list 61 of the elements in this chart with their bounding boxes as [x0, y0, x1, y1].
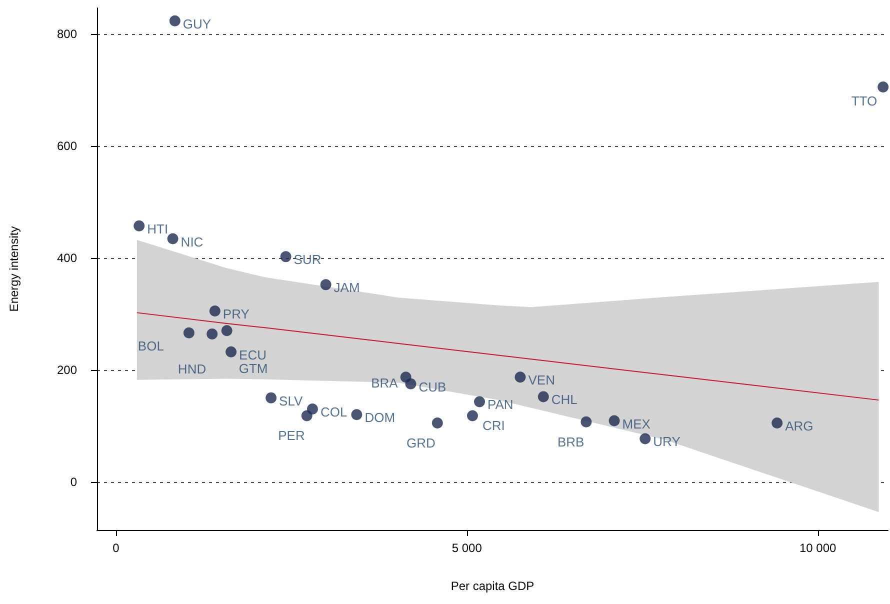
point: [183, 327, 194, 338]
y-tick-label: 800: [56, 26, 78, 41]
point: [514, 372, 526, 383]
annotation: VEN: [528, 372, 555, 388]
annotation: JAM: [334, 280, 360, 296]
annotation: HTI: [147, 221, 168, 236]
point: [405, 378, 416, 390]
annotation: TTO: [851, 93, 878, 108]
point: [169, 15, 180, 26]
x-tick-label: 5 000: [452, 541, 482, 555]
x-axis-title: Per capita GDP: [450, 579, 534, 593]
annotation: GTM: [238, 361, 268, 376]
annotation: PAN: [488, 397, 514, 412]
point: [608, 415, 620, 426]
point: [640, 433, 651, 444]
x-tick-label: 0: [112, 541, 120, 555]
point: [580, 416, 592, 428]
point: [351, 409, 362, 420]
annotation: MEX: [622, 416, 651, 432]
annotation: DOM: [364, 410, 396, 426]
annotation: COL: [320, 404, 348, 420]
annotation: ARG: [785, 418, 814, 434]
point: [266, 392, 277, 404]
point: [538, 391, 549, 402]
annotation: BRB: [557, 434, 584, 450]
point: [134, 220, 145, 232]
x-tick-label: 10 000: [799, 541, 836, 555]
annotation: ECU: [239, 347, 267, 362]
point: [209, 306, 220, 317]
y-tick-label: 200: [56, 362, 78, 377]
y-tick-label: 400: [56, 250, 78, 265]
point: [772, 418, 783, 429]
annotation: BOL: [138, 338, 164, 354]
annotation: URY: [653, 434, 681, 450]
point: [320, 279, 332, 290]
point: [280, 251, 292, 262]
annotation: CHL: [551, 392, 578, 408]
point: [306, 404, 318, 415]
point: [221, 325, 232, 336]
y-tick-label: 600: [56, 138, 78, 153]
annotation: GRD: [406, 436, 436, 451]
point: [301, 410, 312, 422]
annotation: PER: [278, 428, 305, 444]
point: [206, 328, 218, 340]
annotation: PRY: [222, 306, 250, 322]
annotation: SUR: [294, 252, 322, 268]
annotation: GUY: [182, 16, 212, 32]
y-tick-label: 0: [70, 474, 78, 489]
annotation: CUB: [418, 379, 446, 394]
annotation: CRI: [482, 418, 505, 434]
y-axis-title: Energy intensity: [7, 226, 21, 312]
annotation: SLV: [279, 393, 303, 408]
annotation: BRA: [371, 376, 398, 391]
point: [474, 396, 486, 408]
point: [226, 346, 237, 358]
annotation: HND: [178, 361, 206, 376]
point: [432, 418, 443, 429]
point: [467, 410, 478, 422]
point: [167, 233, 178, 244]
annotation: NIC: [180, 234, 204, 250]
point: [878, 81, 889, 92]
